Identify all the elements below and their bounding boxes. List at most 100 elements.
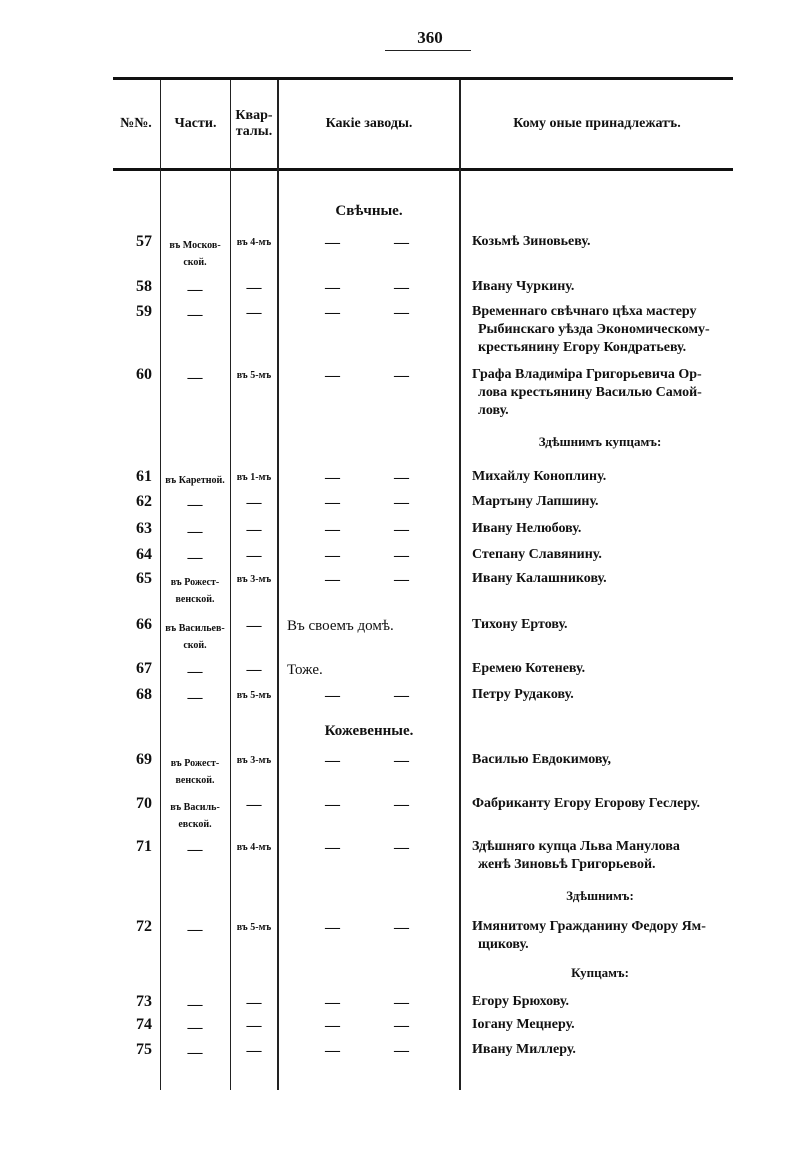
part-line: евской. — [178, 819, 212, 830]
part-line: въ Каретной. — [165, 475, 225, 486]
works-dash: — — [325, 840, 340, 856]
part-line: — — [187, 1020, 203, 1036]
row-owner: Егору Брюхову. — [472, 993, 728, 1011]
row-number: 62 — [136, 493, 152, 510]
owner-line: Временнаго свѣчнаго цѣха мастеру — [472, 304, 697, 319]
works-dash: — — [325, 797, 340, 813]
row-owner: Петру Рудакову. — [472, 686, 728, 704]
owner-line: Здѣшняго купца Льва Манулова — [472, 839, 680, 854]
works-dash: — — [394, 688, 409, 704]
works-dash: — — [394, 305, 409, 321]
works-dash: — — [394, 495, 409, 511]
row-owner: Михайлу Коноплину. — [472, 468, 728, 486]
row-owner: Мартыну Лапшину. — [472, 493, 728, 511]
row-number: 73 — [136, 993, 152, 1010]
row-number: 75 — [136, 1041, 152, 1058]
row-number: 61 — [136, 468, 152, 485]
part-line: въ Василь- — [170, 802, 220, 813]
header-number: №№. — [120, 116, 152, 131]
works-dash: — — [394, 995, 409, 1011]
row-owner: Ивану Нелюбову. — [472, 520, 728, 538]
works-dash: — — [325, 495, 340, 511]
row-quarter: — — [246, 618, 262, 634]
owner-group-heading: Здѣшнимъ купцамъ: — [538, 434, 662, 449]
section-heading: Кожевенные. — [324, 723, 414, 739]
header-owners: Кому оные принадлежатъ. — [513, 116, 681, 131]
owner-line: Имянитому Гражданину Федору Ям- — [472, 919, 706, 934]
works-dash: — — [325, 688, 340, 704]
row-quarter: — — [246, 522, 262, 538]
header-quarters: Квар- талы. — [235, 108, 273, 139]
works-text: Тоже. — [287, 662, 323, 678]
owner-line: Ивану Нелюбову. — [472, 521, 582, 536]
owner-line: Егору Брюхову. — [472, 994, 569, 1009]
part-line: венской. — [175, 594, 215, 605]
owner-line: лова крестьянину Василью Самой- — [478, 385, 702, 400]
owner-line: Ивану Чуркину. — [472, 279, 575, 294]
row-owner: Имянитому Гражданину Федору Ям-щикову. — [472, 918, 728, 954]
column-divider — [277, 80, 279, 1090]
owner-line: Василью Евдокимову, — [472, 752, 612, 767]
part-line: — — [187, 997, 203, 1013]
owner-line: Іогану Мецнеру. — [472, 1017, 575, 1032]
part-line: — — [187, 842, 203, 858]
row-part: въ Василь-евской. — [160, 799, 230, 833]
owner-line: Мартыну Лапшину. — [472, 494, 599, 509]
row-owner: Графа Владиміра Григорьевича Ор-лова кре… — [472, 366, 728, 420]
owner-line: Козьмѣ Зиновьеву. — [472, 234, 591, 249]
row-part: — — [160, 497, 230, 514]
part-line: — — [187, 922, 203, 938]
page-number: 360 — [417, 28, 443, 47]
row-owner: Фабриканту Егору Егорову Геслеру. — [472, 795, 728, 813]
row-number: 57 — [136, 233, 152, 250]
owner-line: Степану Славянину. — [472, 547, 602, 562]
works-dash: — — [325, 368, 340, 384]
works-dash: — — [394, 753, 409, 769]
works-dash: — — [325, 1018, 340, 1034]
column-divider — [160, 80, 161, 1090]
row-number: 72 — [136, 918, 152, 935]
owner-line: Графа Владиміра Григорьевича Ор- — [472, 367, 702, 382]
row-part: въ Рожест-венской. — [160, 755, 230, 789]
row-number: 58 — [136, 278, 152, 295]
works-dash: — — [394, 522, 409, 538]
row-owner: Іогану Мецнеру. — [472, 1016, 728, 1034]
part-line: — — [187, 550, 203, 566]
owner-line: Рыбинскаго уѣзда Экономическому- — [478, 322, 710, 337]
part-line: въ Рожест- — [170, 577, 220, 588]
row-number: 63 — [136, 520, 152, 537]
row-quarter: въ 3-мъ — [236, 755, 272, 766]
part-line: — — [187, 1045, 203, 1061]
owner-line: женѣ Зиновьѣ Григорьевой. — [478, 857, 656, 872]
row-part: — — [160, 690, 230, 707]
works-dash: — — [325, 753, 340, 769]
table-top-rule — [113, 77, 733, 80]
row-part: въ Рожест-венской. — [160, 574, 230, 608]
row-quarter: въ 5-мъ — [236, 370, 272, 381]
row-quarter: въ 1-мъ — [236, 472, 272, 483]
owner-group-heading: Здѣшнимъ: — [566, 888, 634, 903]
header-bottom-rule — [113, 168, 733, 171]
row-owner: Ивану Миллеру. — [472, 1041, 728, 1059]
row-part: въ Каретной. — [160, 472, 230, 489]
row-owner: Тихону Ертову. — [472, 616, 728, 634]
row-number: 70 — [136, 795, 152, 812]
owner-group-heading: Купцамъ: — [571, 965, 629, 980]
row-quarter: — — [246, 495, 262, 511]
owner-line: Петру Рудакову. — [472, 687, 574, 702]
header-parts: Части. — [174, 116, 217, 131]
row-number: 65 — [136, 570, 152, 587]
works-dash: — — [325, 280, 340, 296]
part-line: ской. — [183, 257, 207, 268]
row-owner: Временнаго свѣчнаго цѣха мастеру Рыбинска… — [472, 303, 728, 357]
works-dash: — — [325, 920, 340, 936]
row-owner: Здѣшняго купца Льва Манулова женѣ Зиновьѣ… — [472, 838, 728, 874]
row-quarter: въ 5-мъ — [236, 690, 272, 701]
row-quarter: — — [246, 797, 262, 813]
works-dash: — — [394, 1043, 409, 1059]
works-dash: — — [394, 840, 409, 856]
row-quarter: — — [246, 1043, 262, 1059]
works-dash: — — [394, 797, 409, 813]
row-part: — — [160, 524, 230, 541]
works-dash: — — [394, 235, 409, 251]
